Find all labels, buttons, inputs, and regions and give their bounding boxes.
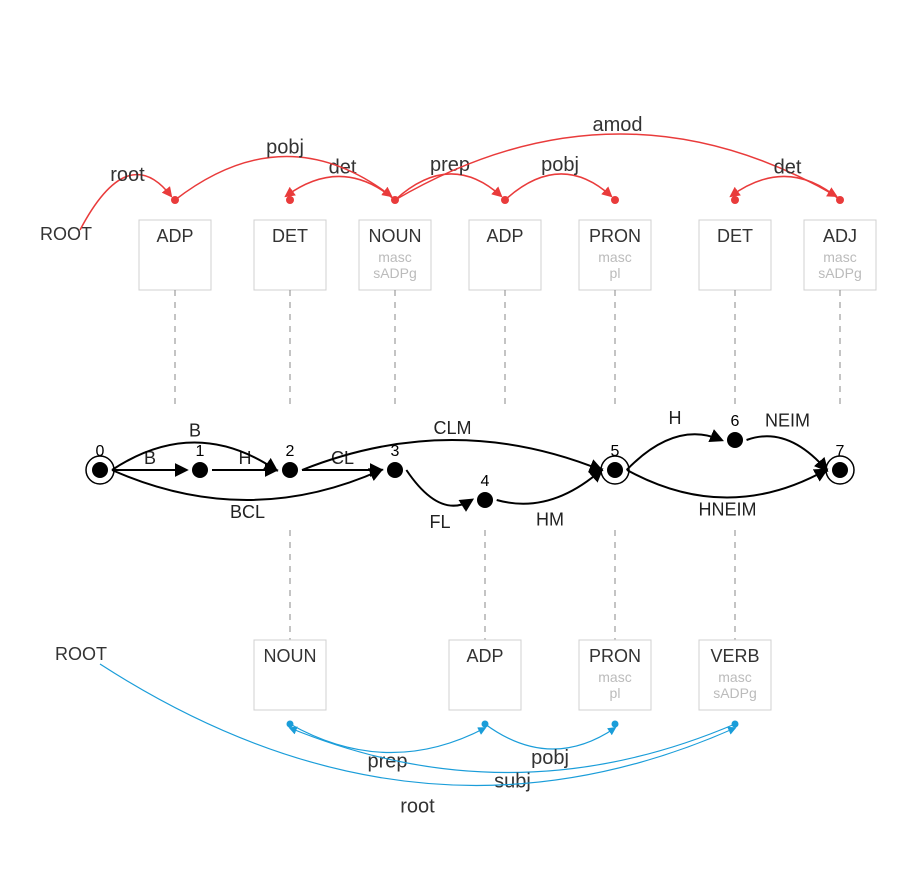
top-dep-label: root: [110, 164, 145, 186]
fsa-edge-label: HNEIM: [699, 500, 757, 520]
top-token-pos: ADP: [156, 226, 193, 246]
bottom-dep-arc: [290, 724, 735, 773]
fsa-edge: [497, 470, 602, 504]
fsa-edge-label: BCL: [230, 502, 265, 522]
top-token-sub: masc: [823, 249, 856, 265]
fsa-edge-label: H: [669, 408, 682, 428]
fsa-node-id: 1: [196, 443, 205, 460]
bottom-token-pos: NOUN: [264, 646, 317, 666]
fsa-node: [192, 462, 208, 478]
bottom-token-pos: ADP: [466, 646, 503, 666]
fsa-edge: [627, 470, 826, 498]
top-token-sub: masc: [378, 249, 411, 265]
top-token-sub: sADPg: [818, 265, 862, 281]
fsa-edge: [747, 436, 827, 470]
top-dep-arc: [731, 176, 840, 200]
top-dep-arc: [175, 156, 391, 200]
top-token-pos: ADJ: [823, 226, 857, 246]
bottom-token-pos: VERB: [710, 646, 759, 666]
top-token-pos: PRON: [589, 226, 641, 246]
top-dep-label: det: [774, 157, 802, 179]
bottom-dep-dot: [612, 721, 619, 728]
bottom-dep-label: pobj: [531, 747, 569, 769]
fsa-node-id: 7: [836, 443, 845, 460]
top-dep-arc: [395, 174, 501, 200]
top-dep-dot: [611, 196, 619, 204]
bottom-dep-label: subj: [494, 771, 531, 793]
top-token-pos: ADP: [486, 226, 523, 246]
fsa-node-id: 2: [286, 443, 295, 460]
diagram-canvas: ADPDETNOUNmascsADPgADPPRONmascplDETADJma…: [0, 0, 910, 885]
fsa-edge-label: B: [189, 421, 201, 441]
top-token-sub: sADPg: [373, 265, 417, 281]
bottom-dep-label: root: [400, 796, 435, 818]
bottom-root-label: ROOT: [55, 644, 107, 664]
fsa-node: [282, 462, 298, 478]
top-dep-arc: [505, 174, 611, 200]
fsa-edge: [112, 470, 381, 500]
fsa-edge-label: FL: [429, 512, 450, 532]
top-dep-label: pobj: [541, 154, 579, 176]
fsa-edge-label: NEIM: [765, 411, 810, 431]
top-token-sub: masc: [598, 249, 631, 265]
top-dep-label: pobj: [266, 137, 304, 159]
top-root-label: ROOT: [40, 224, 92, 244]
top-dep-arc: [395, 134, 836, 200]
bottom-token-pos: PRON: [589, 646, 641, 666]
top-token-pos: DET: [717, 226, 753, 246]
top-dep-arc: [286, 176, 395, 200]
fsa-edge: [627, 434, 722, 470]
fsa-node-id: 5: [611, 443, 620, 460]
fsa-node: [607, 462, 623, 478]
top-token-pos: DET: [272, 226, 308, 246]
fsa-edge-label: CLM: [433, 418, 471, 438]
top-token-pos: NOUN: [369, 226, 422, 246]
bottom-token-sub: masc: [718, 669, 751, 685]
bottom-token-sub: masc: [598, 669, 631, 685]
bottom-dep-arc: [290, 724, 485, 753]
bottom-token-sub: pl: [610, 685, 621, 701]
top-dep-label: amod: [592, 114, 642, 136]
fsa-node: [727, 432, 743, 448]
bottom-dep-arc: [485, 724, 615, 749]
fsa-node: [92, 462, 108, 478]
fsa-node-id: 0: [96, 443, 105, 460]
bottom-token-sub: sADPg: [713, 685, 757, 701]
fsa-node: [477, 492, 493, 508]
top-dep-dot: [731, 196, 739, 204]
top-dep-dot: [286, 196, 294, 204]
top-token-sub: pl: [610, 265, 621, 281]
fsa-node: [387, 462, 403, 478]
fsa-node-id: 6: [731, 413, 740, 430]
fsa-edge: [406, 470, 471, 506]
fsa-edge-label: HM: [536, 510, 564, 530]
fsa-node: [832, 462, 848, 478]
fsa-node-id: 4: [481, 473, 490, 490]
